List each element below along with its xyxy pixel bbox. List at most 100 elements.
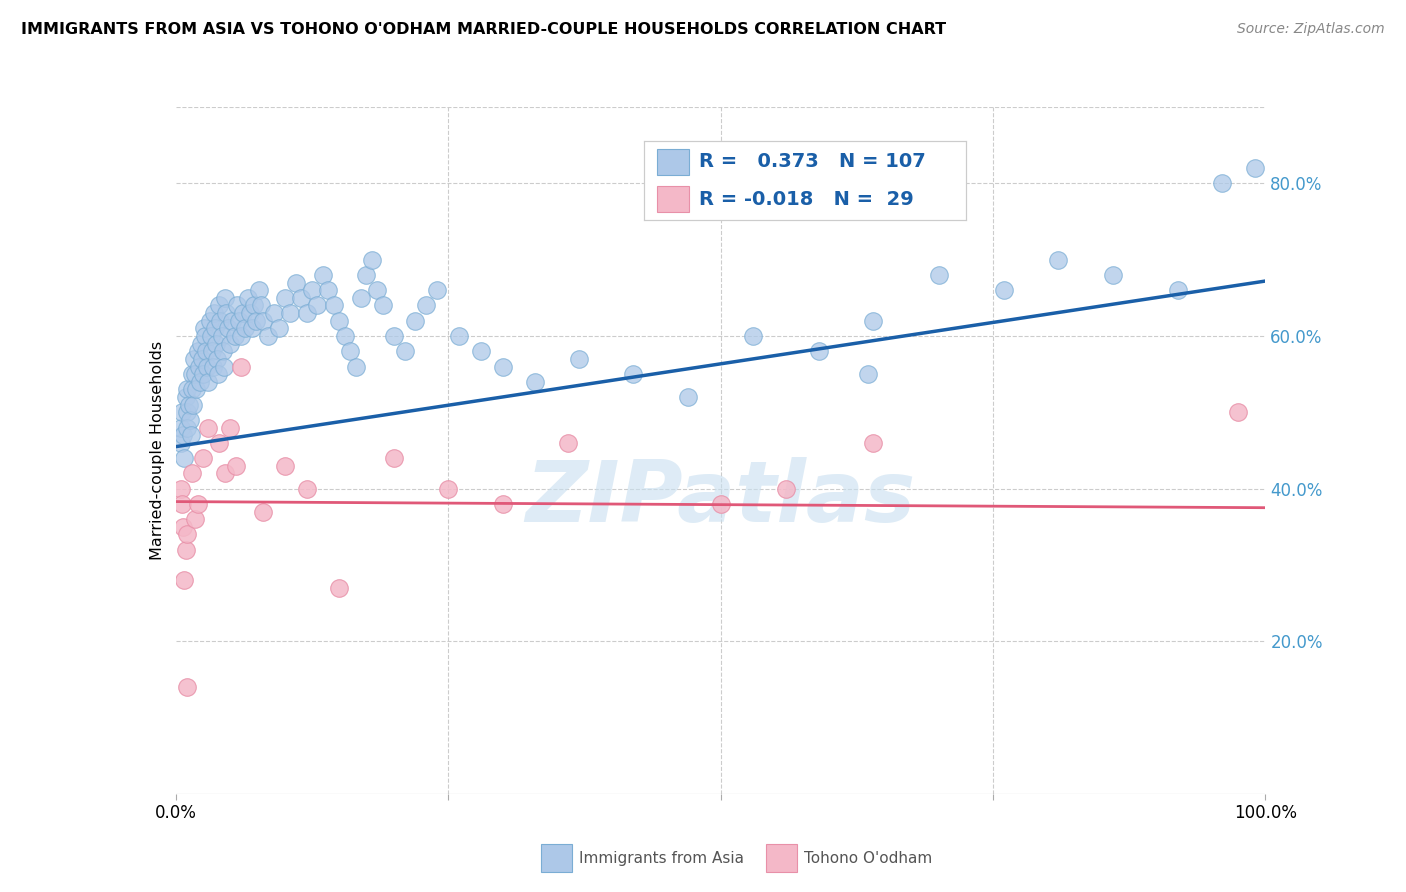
Point	[252, 504, 274, 518]
Point	[205, 351, 228, 366]
Point	[176, 527, 198, 541]
Point	[278, 306, 301, 320]
Point	[263, 306, 285, 320]
Point	[295, 306, 318, 320]
Point	[274, 458, 297, 473]
Point	[176, 405, 198, 419]
Point	[207, 367, 229, 381]
Point	[284, 276, 307, 290]
Point	[1243, 161, 1265, 175]
Point	[339, 344, 361, 359]
Point	[492, 359, 515, 374]
Point	[492, 497, 515, 511]
Point	[208, 298, 231, 312]
Point	[257, 329, 280, 343]
Point	[212, 359, 235, 374]
Point	[252, 314, 274, 328]
Text: Immigrants from Asia: Immigrants from Asia	[579, 851, 744, 865]
Point	[235, 321, 257, 335]
Point	[194, 329, 217, 343]
Point	[177, 398, 200, 412]
Point	[862, 435, 884, 450]
Point	[333, 329, 356, 343]
Point	[557, 435, 579, 450]
Point	[214, 291, 236, 305]
Point	[350, 291, 373, 305]
Text: IMMIGRANTS FROM ASIA VS TOHONO O'ODHAM MARRIED-COUPLE HOUSEHOLDS CORRELATION CHA: IMMIGRANTS FROM ASIA VS TOHONO O'ODHAM M…	[21, 22, 946, 37]
Point	[1227, 405, 1250, 419]
Point	[228, 314, 250, 328]
Point	[356, 268, 378, 282]
Point	[239, 306, 262, 320]
Point	[172, 497, 194, 511]
Point	[470, 344, 492, 359]
Point	[1102, 268, 1125, 282]
Point	[191, 351, 214, 366]
Point	[621, 367, 644, 381]
Bar	[657, 149, 689, 176]
Point	[174, 542, 197, 557]
Point	[245, 314, 267, 328]
Point	[211, 329, 233, 343]
Point	[198, 314, 221, 328]
Point	[204, 321, 226, 335]
Point	[219, 336, 242, 351]
Point	[221, 314, 243, 328]
Point	[295, 482, 318, 496]
Point	[437, 482, 460, 496]
Point	[249, 298, 271, 312]
Point	[243, 298, 266, 312]
Point	[856, 367, 879, 381]
Point	[447, 329, 470, 343]
Point	[371, 298, 394, 312]
Point	[195, 359, 218, 374]
Point	[318, 283, 340, 297]
Point	[170, 420, 193, 434]
Text: R =   0.373   N = 107: R = 0.373 N = 107	[699, 153, 925, 171]
Point	[862, 314, 884, 328]
Point	[928, 268, 950, 282]
Point	[394, 344, 416, 359]
Point	[247, 283, 270, 297]
Point	[208, 435, 231, 450]
Point	[993, 283, 1015, 297]
Point	[274, 291, 297, 305]
Point	[181, 398, 204, 412]
Point	[180, 428, 202, 442]
Point	[184, 512, 207, 526]
Point	[188, 375, 211, 389]
Point	[179, 413, 201, 427]
Point	[382, 329, 405, 343]
Point	[231, 329, 253, 343]
Point	[224, 329, 246, 343]
Point	[191, 451, 214, 466]
Point	[742, 329, 765, 343]
Point	[190, 336, 212, 351]
Text: Source: ZipAtlas.com: Source: ZipAtlas.com	[1237, 22, 1385, 37]
Point	[775, 482, 797, 496]
Point	[236, 291, 259, 305]
Point	[200, 329, 222, 343]
Point	[183, 351, 205, 366]
Point	[172, 428, 194, 442]
Point	[219, 420, 242, 434]
Point	[217, 321, 239, 335]
Point	[328, 314, 350, 328]
Point	[232, 306, 254, 320]
Text: R = -0.018   N =  29: R = -0.018 N = 29	[699, 189, 914, 209]
Point	[186, 497, 209, 511]
Point	[181, 383, 204, 397]
Point	[187, 359, 209, 374]
Point	[197, 375, 219, 389]
Point	[193, 321, 215, 335]
Point	[225, 458, 247, 473]
Point	[191, 367, 214, 381]
Point	[181, 367, 204, 381]
Point	[186, 344, 209, 359]
Point	[202, 306, 225, 320]
Point	[215, 306, 238, 320]
Point	[176, 383, 198, 397]
Point	[807, 344, 830, 359]
Point	[366, 283, 388, 297]
Point	[1047, 252, 1070, 267]
